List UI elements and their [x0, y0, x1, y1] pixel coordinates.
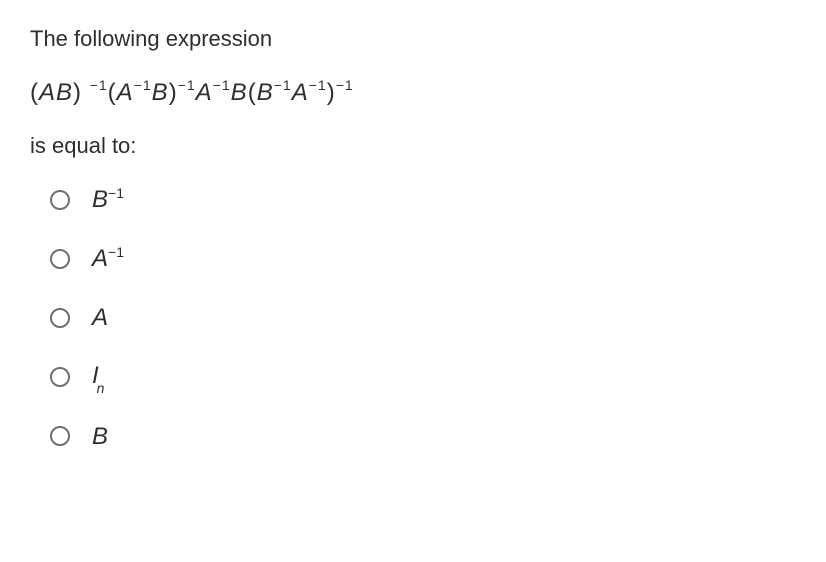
option-e-label: B: [92, 422, 108, 451]
option-a-label: B−1: [92, 185, 124, 214]
radio-icon: [50, 426, 70, 446]
option-d[interactable]: In: [50, 362, 796, 392]
radio-icon: [50, 249, 70, 269]
radio-icon: [50, 190, 70, 210]
option-d-label: In: [92, 362, 106, 392]
expression: (AB) −1(A−1B)−1A−1B(B−1A−1)−1: [30, 78, 796, 107]
options-group: B−1 A−1 A In B: [50, 185, 796, 451]
option-a[interactable]: B−1: [50, 185, 796, 214]
option-b[interactable]: A−1: [50, 244, 796, 273]
radio-icon: [50, 308, 70, 328]
option-e[interactable]: B: [50, 422, 796, 451]
radio-icon: [50, 367, 70, 387]
prompt-line-1: The following expression: [30, 26, 796, 52]
option-c-label: A: [92, 303, 108, 332]
option-c[interactable]: A: [50, 303, 796, 332]
prompt-line-2: is equal to:: [30, 133, 796, 159]
option-b-label: A−1: [92, 244, 124, 273]
